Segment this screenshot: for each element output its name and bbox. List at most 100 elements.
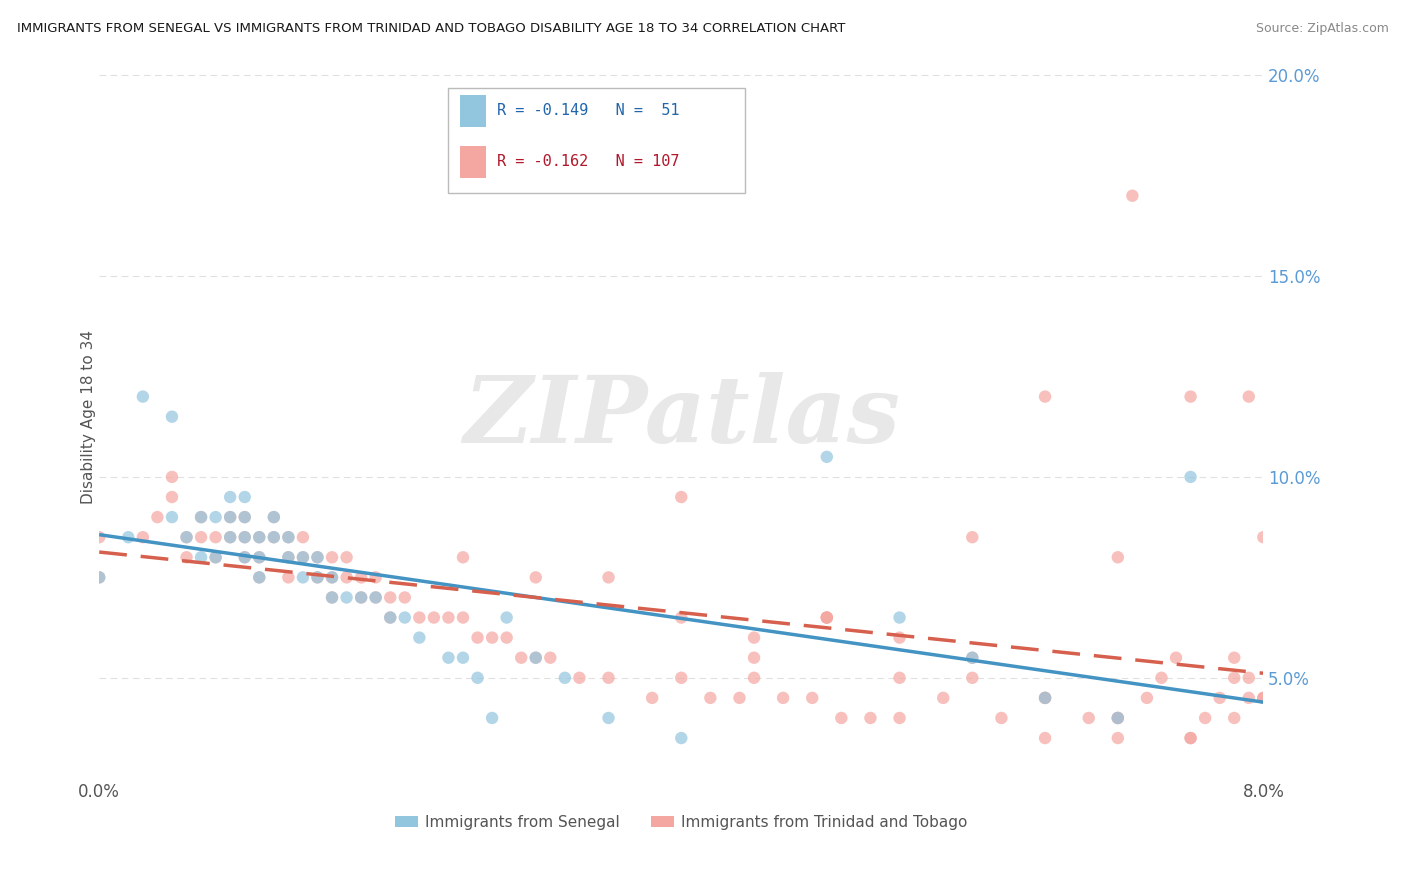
Point — [277, 530, 299, 544]
Point — [247, 550, 270, 565]
Point — [1223, 671, 1246, 685]
Point — [671, 610, 693, 624]
Point — [859, 711, 882, 725]
Point — [1107, 731, 1129, 745]
Point — [263, 510, 285, 524]
Point — [394, 610, 416, 624]
Point — [1033, 690, 1056, 705]
Point — [1033, 690, 1056, 705]
Point — [451, 550, 474, 565]
Point — [277, 550, 299, 565]
Point — [263, 510, 285, 524]
Point — [524, 650, 547, 665]
Point — [1033, 690, 1056, 705]
Point — [962, 530, 984, 544]
Point — [394, 591, 416, 605]
Point — [451, 650, 474, 665]
Point — [1033, 390, 1056, 404]
Point — [889, 610, 911, 624]
Point — [321, 570, 343, 584]
Point — [176, 530, 198, 544]
Point — [568, 671, 591, 685]
Point — [671, 731, 693, 745]
Point — [160, 409, 183, 424]
Point — [801, 690, 824, 705]
Point — [524, 650, 547, 665]
Point — [350, 591, 373, 605]
Point — [889, 711, 911, 725]
Point — [291, 550, 314, 565]
Point — [742, 631, 765, 645]
Point — [219, 530, 242, 544]
Point — [176, 530, 198, 544]
Point — [408, 610, 430, 624]
Y-axis label: Disability Age 18 to 34: Disability Age 18 to 34 — [80, 330, 96, 504]
Point — [598, 671, 620, 685]
Point — [1077, 711, 1099, 725]
Point — [467, 671, 489, 685]
Point — [1121, 188, 1143, 202]
Point — [321, 550, 343, 565]
Point — [815, 610, 838, 624]
Point — [671, 490, 693, 504]
Point — [321, 591, 343, 605]
Point — [481, 711, 503, 725]
Point — [233, 510, 256, 524]
Point — [146, 510, 169, 524]
FancyBboxPatch shape — [460, 145, 485, 178]
Point — [190, 550, 212, 565]
Point — [89, 570, 111, 584]
Point — [160, 470, 183, 484]
Point — [1107, 711, 1129, 725]
Point — [350, 570, 373, 584]
Point — [962, 650, 984, 665]
Point — [307, 550, 329, 565]
Point — [1253, 690, 1275, 705]
Point — [772, 690, 794, 705]
Point — [89, 570, 111, 584]
Text: ZIPatlas: ZIPatlas — [463, 372, 900, 462]
Point — [671, 671, 693, 685]
Point — [554, 671, 576, 685]
Point — [336, 550, 359, 565]
Point — [176, 550, 198, 565]
Point — [160, 510, 183, 524]
Point — [495, 631, 517, 645]
Point — [364, 570, 387, 584]
Point — [307, 570, 329, 584]
Point — [247, 570, 270, 584]
Point — [233, 530, 256, 544]
Point — [467, 631, 489, 645]
Point — [380, 591, 402, 605]
Point — [277, 570, 299, 584]
Point — [598, 711, 620, 725]
Point — [815, 610, 838, 624]
Point — [1180, 731, 1202, 745]
Point — [219, 530, 242, 544]
Point — [451, 610, 474, 624]
Text: Source: ZipAtlas.com: Source: ZipAtlas.com — [1256, 22, 1389, 36]
Point — [1107, 550, 1129, 565]
Text: IMMIGRANTS FROM SENEGAL VS IMMIGRANTS FROM TRINIDAD AND TOBAGO DISABILITY AGE 18: IMMIGRANTS FROM SENEGAL VS IMMIGRANTS FR… — [17, 22, 845, 36]
Legend: Immigrants from Senegal, Immigrants from Trinidad and Tobago: Immigrants from Senegal, Immigrants from… — [389, 808, 974, 836]
Point — [1223, 711, 1246, 725]
Point — [190, 510, 212, 524]
Text: R = -0.149   N =  51: R = -0.149 N = 51 — [498, 103, 681, 119]
Point — [263, 530, 285, 544]
Point — [728, 690, 751, 705]
Point — [321, 591, 343, 605]
Point — [889, 631, 911, 645]
Point — [1223, 650, 1246, 665]
Point — [495, 610, 517, 624]
Point — [277, 550, 299, 565]
Point — [277, 530, 299, 544]
Point — [510, 650, 533, 665]
Point — [815, 450, 838, 464]
Point — [962, 671, 984, 685]
Point — [132, 530, 155, 544]
Point — [1033, 731, 1056, 745]
Point — [481, 631, 503, 645]
Point — [364, 591, 387, 605]
Point — [423, 610, 446, 624]
Point — [699, 690, 721, 705]
